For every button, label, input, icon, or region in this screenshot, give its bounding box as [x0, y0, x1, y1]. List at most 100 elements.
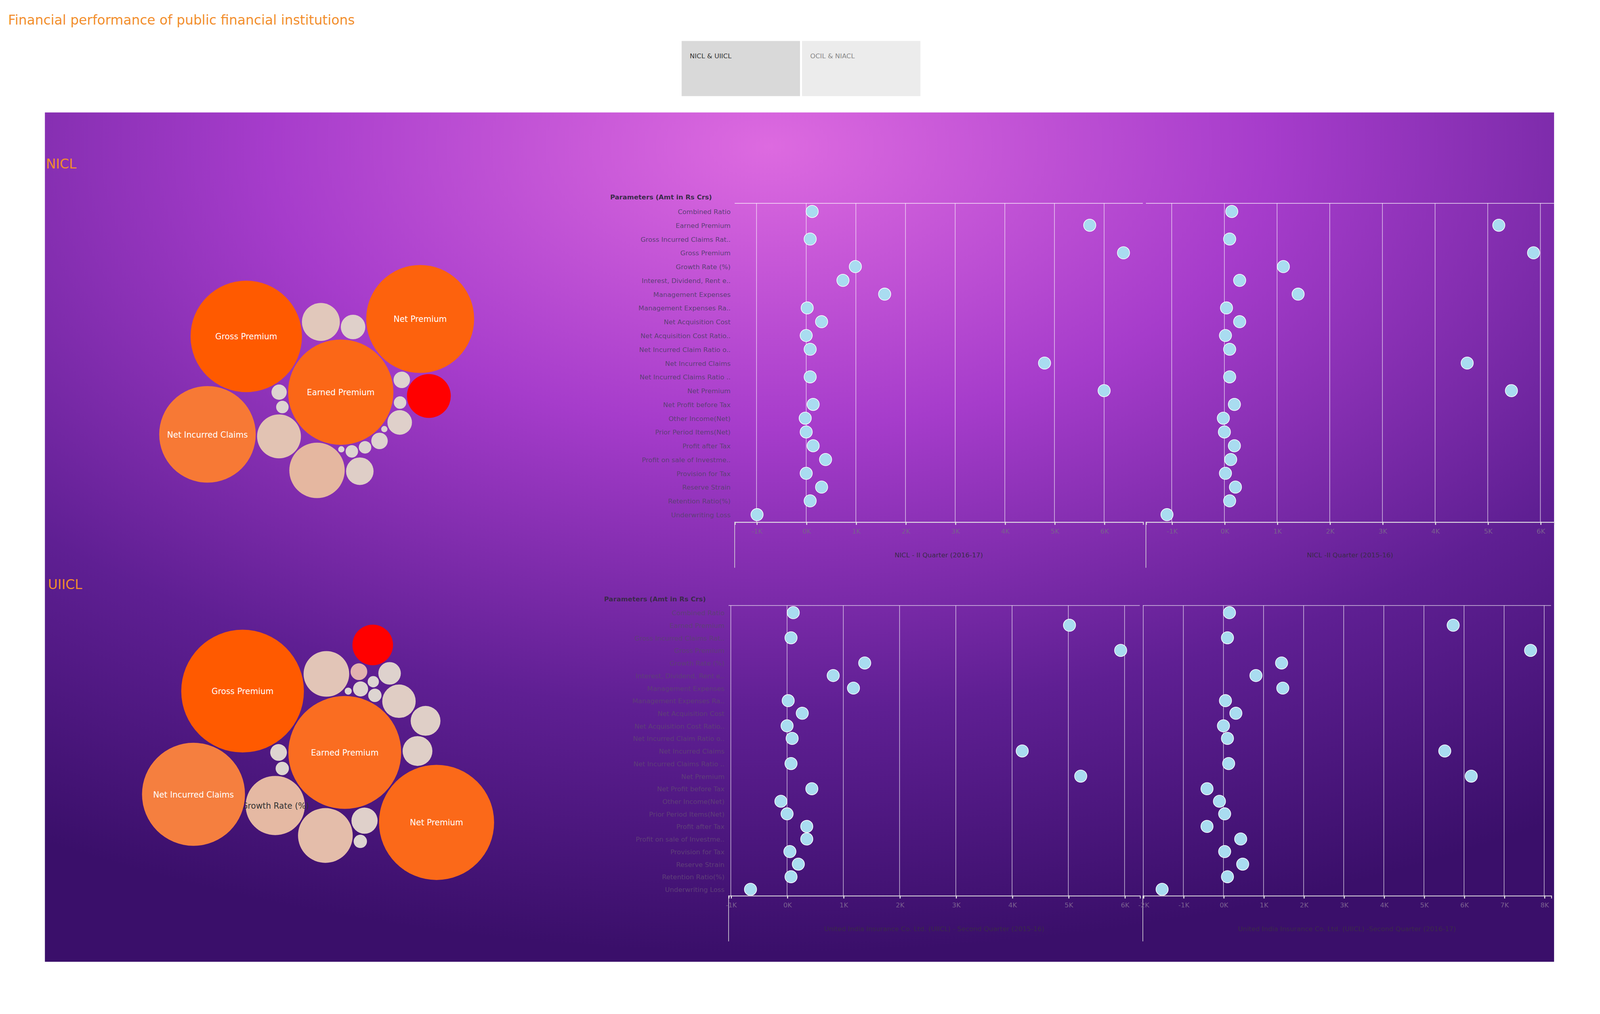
- category-tick: Interest, Dividend, Rent e..: [641, 276, 731, 285]
- category-tick: Net Profit before Tax: [656, 784, 725, 793]
- tab-box[interactable]: [801, 40, 921, 96]
- dot: [786, 731, 799, 745]
- dot: [800, 467, 813, 480]
- category-tick: Net Profit before Tax: [663, 400, 731, 409]
- pane-top-line: [1142, 605, 1551, 606]
- x-tick: 3K: [952, 895, 962, 909]
- category-label: Net Premium: [681, 772, 725, 781]
- x-tick: 6K: [1120, 895, 1131, 909]
- dot: [774, 794, 787, 808]
- x-tick-mark: [1143, 895, 1145, 899]
- dot: [1222, 757, 1235, 770]
- dot: [1234, 832, 1247, 845]
- category-label: Growth Rate (%): [675, 262, 731, 271]
- x-tick: 5K: [1420, 895, 1430, 909]
- dot: [1219, 694, 1232, 707]
- grid-line: [1004, 203, 1006, 522]
- category-label: Other Income(Net): [668, 414, 731, 423]
- category-tick: Interest, Dividend, Rent e..: [635, 671, 725, 680]
- x-tick-mark: [1487, 521, 1490, 525]
- pane-separator: [734, 521, 736, 568]
- bubble-chart: UIICLEarned PremiumGross PremiumGrowth R…: [47, 576, 495, 880]
- tab-label[interactable]: OCIL & NIACL: [810, 51, 856, 60]
- category-tick: Other Income(Net): [668, 414, 731, 423]
- category-label: Net Acquisition Cost: [663, 317, 731, 326]
- bubble: [402, 735, 433, 766]
- bubble: [257, 414, 302, 459]
- section-title: UIICL: [47, 576, 83, 592]
- x-axis: -1K0K1K2K3K4K5K6K: [725, 895, 1141, 909]
- dot: [1155, 882, 1169, 896]
- tab[interactable]: NICL & UIICL: [681, 40, 800, 96]
- x-tick-label: 4K: [1431, 526, 1441, 535]
- x-axis-line: [1143, 895, 1552, 898]
- bubble: [270, 743, 287, 761]
- category-label: Interest, Dividend, Rent e..: [641, 276, 731, 285]
- x-tick: -1K: [1178, 895, 1190, 909]
- pane-title: NICL -II Quarter (2015-16): [1306, 550, 1394, 559]
- dot: [800, 425, 813, 438]
- x-tick-mark: [1223, 895, 1225, 899]
- category-tick: Other Income(Net): [662, 797, 725, 806]
- bubble: [288, 339, 394, 445]
- x-tick: 5K: [1050, 521, 1060, 535]
- dot: [792, 857, 805, 871]
- bubble: [410, 705, 441, 736]
- x-axis-line: [735, 522, 1144, 525]
- x-tick-mark: [899, 895, 901, 899]
- x-axis-line: [729, 895, 1141, 898]
- bubble: [367, 675, 379, 688]
- tab-label[interactable]: NICL & UIICL: [689, 51, 732, 60]
- bubble: [406, 374, 451, 419]
- dot: [1219, 329, 1232, 342]
- dot: [1221, 731, 1234, 745]
- x-tick-label: -2K: [1138, 900, 1150, 909]
- category-tick: Prior Period Items(Net): [655, 427, 731, 436]
- dot: [1097, 384, 1111, 397]
- grid-line: [730, 605, 732, 896]
- x-tick: 6K: [1536, 521, 1546, 535]
- x-tick-label: -1K: [751, 526, 764, 535]
- x-tick-label: 5K: [1483, 526, 1494, 535]
- x-tick-label: -1K: [725, 900, 738, 909]
- category-tick: Earned Premium: [675, 221, 731, 230]
- x-tick-mark: [1303, 895, 1305, 899]
- x-tick-label: 2K: [895, 900, 906, 909]
- grid-line: [905, 203, 907, 522]
- bubble: [393, 371, 411, 388]
- x-tick-label: 0K: [1220, 526, 1230, 535]
- category-label: Earned Premium: [669, 621, 725, 630]
- x-tick-label: 1K: [1273, 526, 1283, 535]
- grid-line: [955, 605, 957, 896]
- bubble-label: Earned Premium: [307, 387, 375, 398]
- dot: [1249, 669, 1263, 682]
- dot: [1063, 618, 1076, 632]
- dot: [800, 832, 814, 845]
- dot: [1225, 205, 1238, 218]
- section-title: NICL: [45, 156, 77, 172]
- x-tick-mark: [730, 895, 732, 899]
- dashboard: Financial performance of public financia…: [0, 0, 1600, 1014]
- bubble: [181, 629, 304, 753]
- x-tick-mark: [1183, 895, 1185, 899]
- bubble: [382, 684, 416, 718]
- x-tick-label: 5K: [1064, 900, 1074, 909]
- dot: [1228, 439, 1241, 452]
- x-tick-mark: [756, 521, 758, 525]
- bubble: [297, 807, 353, 863]
- dot: [1438, 744, 1452, 757]
- category-tick: Underwriting Loss: [671, 510, 731, 519]
- x-tick: 5K: [1064, 895, 1074, 909]
- tab-box[interactable]: [681, 40, 800, 96]
- category-tick: Reserve Strain: [675, 860, 725, 869]
- bubbles: Earned PremiumGross PremiumNet Incurred …: [159, 264, 475, 498]
- tab[interactable]: OCIL & NIACL: [801, 40, 921, 96]
- x-tick-label: 4K: [1000, 526, 1011, 535]
- x-tick: 4K: [1380, 895, 1390, 909]
- grid-line: [1183, 605, 1184, 896]
- bubble: [190, 280, 302, 392]
- x-tick: 2K: [1325, 521, 1335, 535]
- category-label: Net Acquisition Cost Ratio..: [634, 721, 725, 730]
- x-tick-label: -1K: [1166, 526, 1179, 535]
- x-tick-label: -1K: [1178, 900, 1190, 909]
